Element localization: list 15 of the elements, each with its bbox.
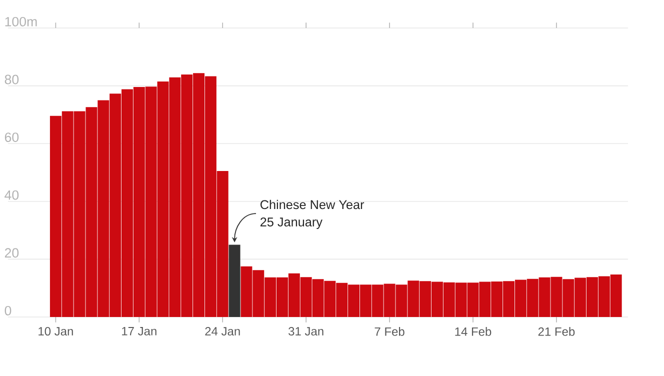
x-tick-label: 24 Jan [205,327,240,336]
y-tick-label: 100m [5,16,37,26]
annotation: 25 January [260,218,322,229]
y-tick-label: 0 [4,306,12,316]
y-tick-label: 60 [4,132,19,142]
x-tick-label: 31 Jan [288,327,324,336]
y-tick-label: 40 [4,190,19,200]
x-tick-label: 10 Jan [38,327,73,336]
x-tick-label: 17 Jan [122,327,156,336]
y-tick-label: 20 [4,248,19,258]
x-tick-label: 7 Feb [374,327,404,336]
x-tick-label: 21 Feb [538,327,575,336]
x-tick-label: 14 Feb [455,327,492,336]
annotation: Chinese New Year [260,200,364,210]
y-tick-label: 80 [4,74,19,84]
